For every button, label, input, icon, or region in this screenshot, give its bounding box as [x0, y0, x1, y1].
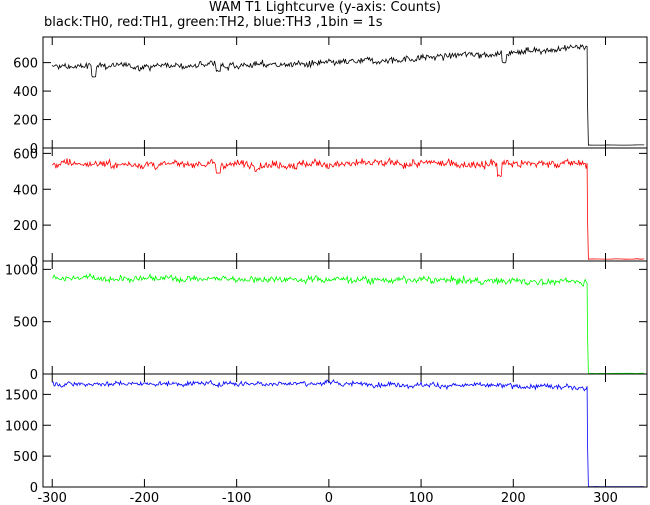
panel-frame-TH3 [42, 373, 648, 488]
x-tick-label: 200 [501, 491, 526, 505]
y-tick-label-TH3: 1500 [5, 388, 38, 403]
page-title: WAM T1 Lightcurve (y-axis: Counts) [209, 0, 441, 15]
x-tick-label: -300 [37, 491, 67, 505]
chart-subtitle: black:TH0, red:TH1, green:TH2, blue:TH3 … [44, 15, 383, 30]
y-tick-label-TH1: 0 [30, 255, 38, 270]
panel-frame-TH2 [42, 260, 648, 375]
y-tick-label-TH1: 600 [13, 147, 38, 162]
panel-frame-TH0 [42, 36, 648, 149]
y-tick-label-TH0: 200 [13, 114, 38, 129]
y-tick-label-TH3: 1000 [5, 419, 38, 434]
y-tick-label-TH2: 1000 [5, 263, 38, 278]
y-tick-label-TH1: 200 [13, 219, 38, 234]
y-tick-label-TH3: 0 [30, 481, 38, 496]
series-line-TH2 [52, 272, 645, 374]
y-tick-label-TH0: 400 [13, 85, 38, 100]
y-tick-label-TH1: 400 [13, 183, 38, 198]
y-tick-label-TH2: 500 [13, 316, 38, 331]
y-tick-label-TH0: 600 [13, 57, 38, 72]
x-tick-label: -100 [222, 491, 252, 505]
series-line-TH3 [51, 379, 645, 488]
y-tick-label-TH3: 500 [13, 450, 38, 465]
x-tick-label: -200 [130, 491, 160, 505]
series-line-TH1 [51, 157, 645, 260]
y-tick-label-TH2: 0 [30, 368, 38, 383]
x-tick-label: 100 [409, 491, 434, 505]
x-tick-label: 0 [325, 491, 333, 505]
series-line-TH0 [51, 44, 645, 146]
x-tick-label: 300 [593, 491, 618, 505]
y-tick-label-TH0: 0 [30, 142, 38, 157]
